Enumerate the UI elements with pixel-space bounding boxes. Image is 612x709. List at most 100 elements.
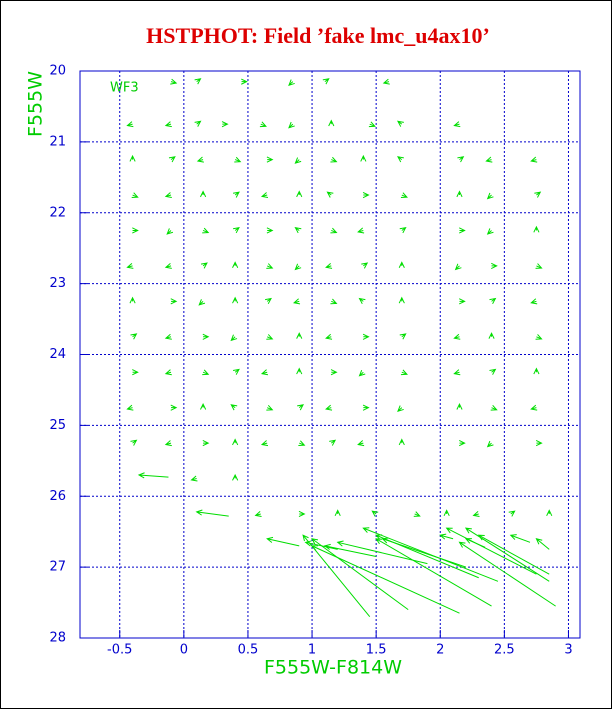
arrow: [458, 440, 466, 447]
arrow: [486, 228, 494, 235]
arrow: [288, 79, 295, 86]
arrow: [413, 511, 421, 517]
arrow: [311, 538, 409, 611]
arrow: [535, 440, 543, 447]
arrow: [266, 334, 274, 340]
arrow: [232, 191, 240, 198]
x-tick-label: 2.5: [494, 643, 515, 658]
arrow: [453, 333, 461, 340]
arrow: [490, 404, 498, 411]
arrow: [131, 192, 139, 198]
arrow: [130, 439, 138, 446]
arrow: [458, 541, 556, 607]
arrow: [488, 332, 495, 339]
arrow: [454, 263, 462, 271]
arrow: [477, 534, 550, 575]
y-tick-label: 22: [49, 205, 66, 220]
y-tick-label: 27: [49, 560, 66, 575]
arrow: [328, 119, 335, 127]
arrow: [298, 510, 306, 518]
arrow: [130, 333, 138, 340]
arrow: [266, 404, 274, 411]
arrow: [164, 121, 172, 128]
arrow: [298, 440, 306, 447]
arrow: [221, 121, 229, 128]
arrow: [322, 78, 330, 85]
arrow: [232, 296, 239, 304]
arrow: [382, 78, 390, 85]
arrow: [194, 78, 202, 85]
y-tick-label: 26: [49, 489, 66, 504]
arrow: [137, 472, 169, 479]
x-tick-label: 3: [564, 643, 572, 658]
arrow: [325, 404, 333, 411]
arrow: [202, 440, 210, 447]
arrow: [311, 545, 460, 614]
y-tick-label: 25: [49, 418, 66, 433]
arrow: [485, 156, 493, 163]
arrow: [323, 543, 377, 557]
arrow: [232, 438, 239, 446]
arrow: [530, 298, 538, 305]
arrow: [230, 334, 238, 342]
x-axis-label: F555W-F814W: [264, 657, 402, 679]
arrow: [491, 262, 498, 269]
y-axis-label: F555W: [25, 71, 47, 137]
arrow: [304, 540, 338, 550]
y-tick-label: 24: [49, 347, 66, 362]
arrow: [170, 298, 178, 305]
arrow: [358, 369, 366, 377]
y-tick-label: 20: [49, 64, 66, 79]
arrow: [196, 156, 204, 163]
arrow: [232, 261, 239, 268]
arrow: [330, 298, 338, 305]
chart-title: HSTPHOT: Field ’fake lmc_u4ax10’: [146, 23, 490, 48]
arrow: [326, 191, 334, 198]
arrow: [371, 510, 379, 517]
arrow: [232, 226, 240, 234]
arrow: [168, 156, 176, 163]
arrow: [164, 262, 172, 269]
arrow: [330, 227, 338, 234]
arrow: [336, 540, 428, 565]
arrow: [126, 404, 134, 411]
arrow: [456, 402, 463, 410]
arrow: [132, 227, 139, 234]
arrow: [397, 120, 404, 127]
arrow: [164, 192, 172, 199]
arrow: [535, 263, 543, 269]
arrow: [360, 154, 367, 162]
arrow: [546, 509, 553, 517]
arrow: [288, 121, 295, 129]
arrow: [456, 190, 463, 198]
arrow: [232, 368, 240, 375]
arrow: [357, 440, 365, 447]
arrow: [535, 538, 550, 550]
plot-frame: [79, 70, 581, 639]
x-tick-label: -0.5: [107, 643, 132, 658]
arrow: [325, 333, 333, 340]
arrow: [486, 192, 494, 200]
arrow: [202, 227, 210, 234]
arrow: [129, 296, 136, 304]
arrow: [296, 332, 303, 339]
arrow: [361, 262, 369, 269]
x-tick-label: 2: [436, 643, 444, 658]
arrow: [400, 192, 408, 198]
arrow: [508, 510, 516, 517]
arrow: [294, 263, 302, 271]
arrow: [296, 367, 303, 375]
arrow: [170, 78, 178, 85]
arrow: [259, 121, 267, 128]
arrow: [232, 473, 239, 481]
arrow: [400, 369, 408, 376]
arrow: [294, 226, 302, 234]
arrow: [129, 154, 136, 162]
arrow: [458, 298, 466, 305]
y-tick-label: 23: [49, 276, 66, 291]
arrow: [202, 333, 210, 340]
arrow: [126, 121, 134, 128]
arrow: [453, 121, 461, 128]
arrow: [230, 404, 238, 411]
arrow: [397, 405, 404, 412]
